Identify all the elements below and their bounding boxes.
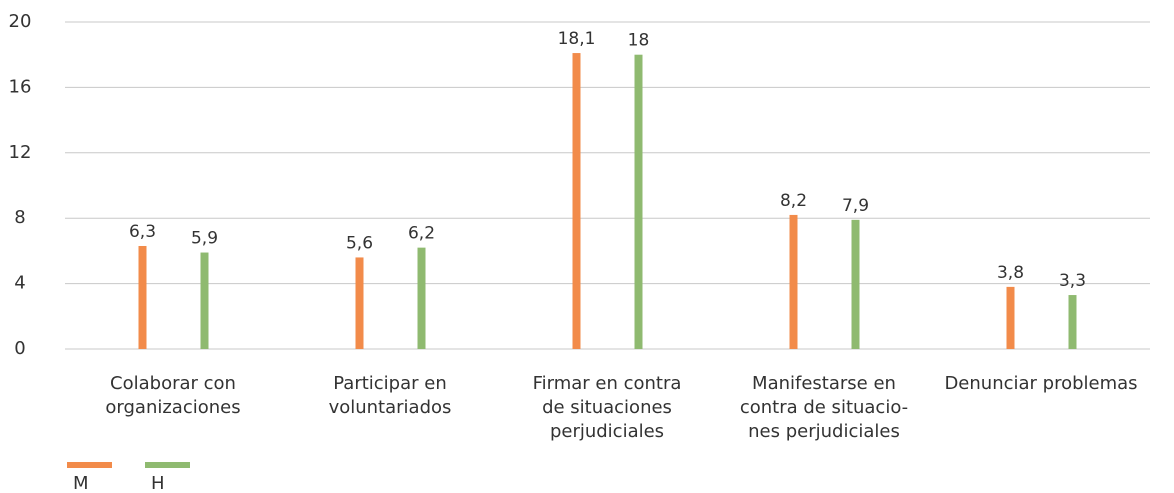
data-label: 18,1	[558, 29, 596, 49]
data-label: 3,3	[1059, 271, 1086, 291]
data-label: 7,9	[842, 196, 869, 216]
y-tick-label: 4	[14, 273, 25, 294]
bar	[572, 53, 581, 349]
x-tick-label: Firmar en contra de situaciones perjudic…	[532, 373, 682, 442]
y-tick-label: 8	[14, 207, 25, 228]
x-tick-label: Participar en voluntariados	[328, 373, 452, 418]
legend-swatch	[67, 462, 112, 468]
data-label: 6,2	[408, 224, 435, 244]
bar	[789, 214, 798, 349]
bar	[200, 252, 209, 349]
data-label: 6,3	[129, 222, 156, 242]
bar	[851, 219, 860, 349]
data-label: 18	[628, 31, 650, 51]
bar	[1006, 286, 1015, 349]
bar	[138, 245, 147, 349]
x-tick-label: Manifestarse en contra de situacio- nes …	[739, 373, 909, 442]
data-label: 8,2	[780, 191, 807, 211]
y-tick-label: 20	[9, 11, 32, 32]
x-tick-label: Colaborar con organizaciones	[105, 373, 241, 418]
bar	[1068, 295, 1077, 349]
y-tick-label: 12	[9, 142, 32, 163]
x-tick-label: Denunciar problemas	[944, 373, 1138, 394]
legend-label: H	[151, 473, 165, 493]
bar	[417, 247, 426, 349]
y-tick-label: 16	[9, 76, 32, 97]
legend-swatch	[145, 462, 190, 468]
data-label: 5,9	[191, 229, 218, 249]
bar	[355, 257, 364, 349]
data-label: 5,6	[346, 233, 373, 253]
bar	[634, 54, 643, 349]
y-tick-label: 0	[14, 338, 25, 359]
legend-label: M	[73, 473, 89, 493]
data-label: 3,8	[997, 263, 1024, 283]
